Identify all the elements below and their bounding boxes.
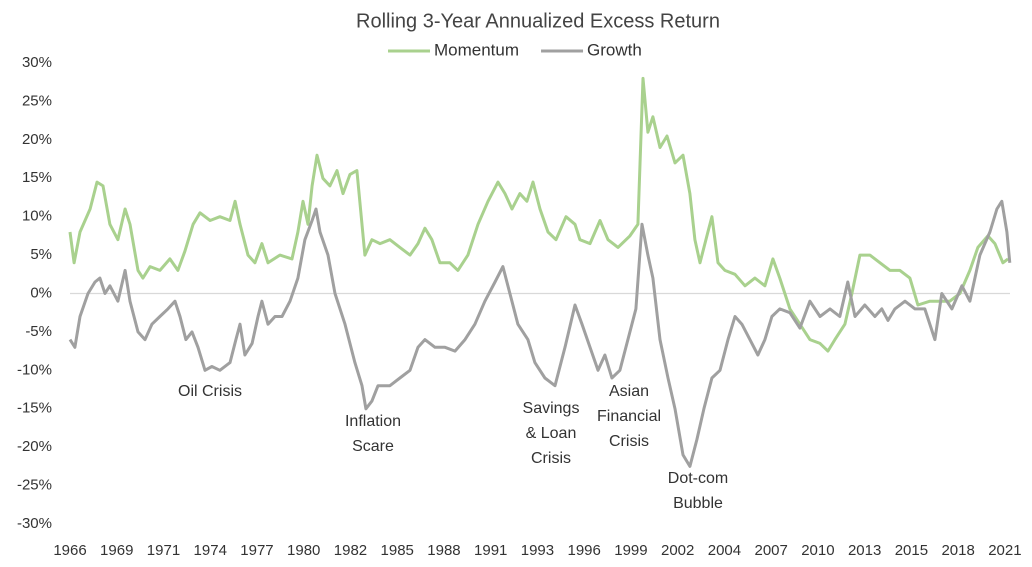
x-tick-label: 1969: [100, 542, 133, 559]
y-tick-label: 10%: [22, 208, 52, 225]
y-tick-label: -10%: [17, 361, 52, 378]
x-tick-label: 1996: [568, 542, 601, 559]
x-tick-label: 2013: [848, 542, 881, 559]
legend: Momentum Growth: [388, 40, 642, 59]
annotation: Financial: [597, 408, 661, 425]
annotation: Savings: [523, 400, 580, 417]
y-tick-label: 5%: [30, 246, 52, 263]
x-tick-label: 1974: [194, 542, 227, 559]
x-tick-label: 2004: [708, 542, 741, 559]
x-tick-label: 1966: [53, 542, 86, 559]
x-tick-label: 1971: [147, 542, 180, 559]
y-tick-label: -25%: [17, 477, 52, 494]
x-tick-label: 1985: [381, 542, 414, 559]
x-tick-label: 1993: [521, 542, 554, 559]
y-tick-label: -15%: [17, 400, 52, 417]
x-tick-label: 1988: [427, 542, 460, 559]
annotation: Dot-com: [668, 470, 728, 487]
x-tick-label: 1991: [474, 542, 507, 559]
annotation: Crisis: [531, 450, 571, 467]
x-tick-label: 1980: [287, 542, 320, 559]
x-tick-label: 2002: [661, 542, 694, 559]
annotation: & Loan: [526, 425, 577, 442]
y-tick-label: 0%: [30, 284, 52, 301]
y-tick-label: 15%: [22, 169, 52, 186]
x-tick-label: 1977: [240, 542, 273, 559]
annotations: Oil Crisis Inflation Scare Savings & Loa…: [178, 383, 728, 512]
legend-label: Growth: [587, 40, 642, 59]
y-tick-label: -20%: [17, 438, 52, 455]
annotation: Crisis: [609, 433, 649, 450]
x-tick-label: 2018: [941, 542, 974, 559]
x-tick-label: 1982: [334, 542, 367, 559]
y-tick-label: 30%: [22, 54, 52, 71]
annotation: Inflation: [345, 413, 401, 430]
annotation: Asian: [609, 383, 649, 400]
chart-title: Rolling 3-Year Annualized Excess Return: [356, 10, 720, 32]
legend-label: Momentum: [434, 40, 519, 59]
y-tick-label: -30%: [17, 515, 52, 532]
x-tick-label: 2021: [988, 542, 1021, 559]
x-tick-label: 2007: [754, 542, 787, 559]
series-line: [68, 199, 1012, 468]
annotation: Scare: [352, 438, 394, 455]
y-tick-label: -5%: [25, 323, 52, 340]
annotation: Bubble: [673, 495, 723, 512]
annotation: Oil Crisis: [178, 383, 242, 400]
x-tick-label: 2010: [801, 542, 834, 559]
y-tick-label: 25%: [22, 92, 52, 109]
x-tick-label: 2015: [895, 542, 928, 559]
y-tick-label: 20%: [22, 131, 52, 148]
series-line: [68, 76, 1009, 353]
x-tick-label: 1999: [614, 542, 647, 559]
